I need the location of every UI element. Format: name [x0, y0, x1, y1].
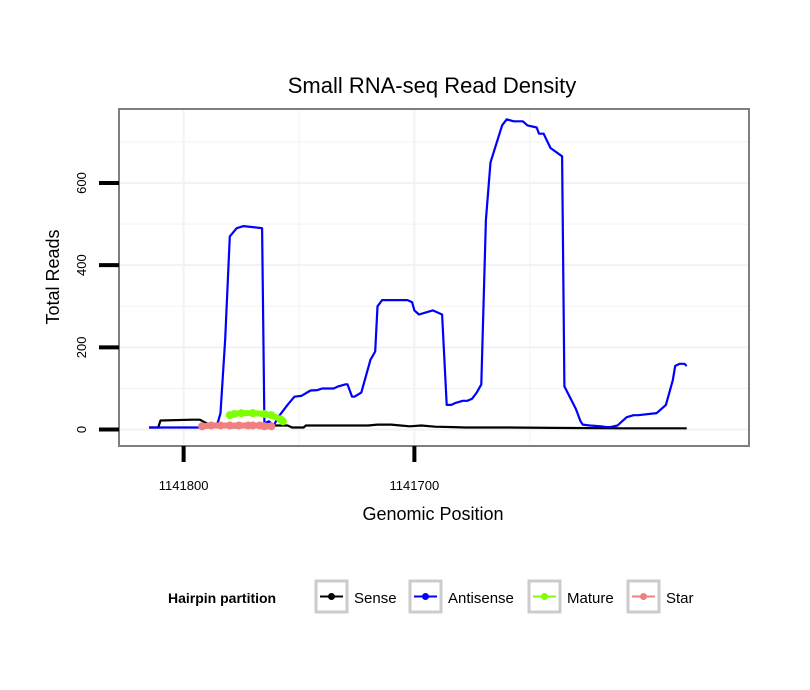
- y-axis-title: Total Reads: [43, 229, 63, 324]
- legend-point-mature: [541, 593, 548, 600]
- series-mature-point: [237, 409, 246, 418]
- series-star-point: [235, 421, 243, 430]
- series-mature-point: [230, 409, 239, 418]
- series-star-point: [207, 421, 216, 430]
- y-tick-label: 400: [74, 254, 89, 276]
- y-tick-label: 0: [74, 426, 89, 433]
- x-tick-label: 1141700: [390, 478, 440, 493]
- legend-point-star: [640, 593, 647, 600]
- series-antisense-line: [149, 118, 688, 429]
- series-star-point: [225, 421, 234, 430]
- legend-point-antisense: [422, 593, 429, 600]
- legend-label-star: Star: [666, 590, 694, 607]
- chart-title: Small RNA-seq Read Density: [288, 73, 577, 98]
- series-star-point: [198, 422, 207, 431]
- legend-label-sense: Sense: [354, 590, 397, 607]
- x-tick-label: 1141800: [159, 478, 209, 493]
- series-mature-point: [278, 417, 287, 426]
- series-mature-point: [260, 409, 269, 418]
- x-axis-title: Genomic Position: [362, 504, 503, 524]
- series-star-point: [248, 421, 257, 430]
- series-star-point: [267, 422, 276, 431]
- plot-panel-border: [118, 108, 750, 447]
- series-star-point: [216, 421, 225, 430]
- series-lines: [149, 118, 688, 431]
- y-tick-label: 600: [74, 172, 89, 194]
- legend: Hairpin partition Sense Antisense Mature St…: [168, 579, 694, 614]
- legend-label-antisense: Antisense: [448, 590, 514, 607]
- series-star-point: [260, 422, 269, 431]
- y-axis: 0 200 400 600: [74, 172, 119, 433]
- legend-label-mature: Mature: [567, 590, 614, 607]
- legend-point-sense: [328, 593, 335, 600]
- x-axis: 1141800 1141700: [159, 446, 439, 493]
- legend-title: Hairpin partition: [168, 590, 276, 606]
- y-tick-label: 200: [74, 337, 89, 359]
- series-mature-point: [248, 409, 257, 418]
- gridlines: [119, 109, 749, 446]
- series-mature-point: [267, 411, 276, 420]
- series-sense-line: [149, 418, 687, 430]
